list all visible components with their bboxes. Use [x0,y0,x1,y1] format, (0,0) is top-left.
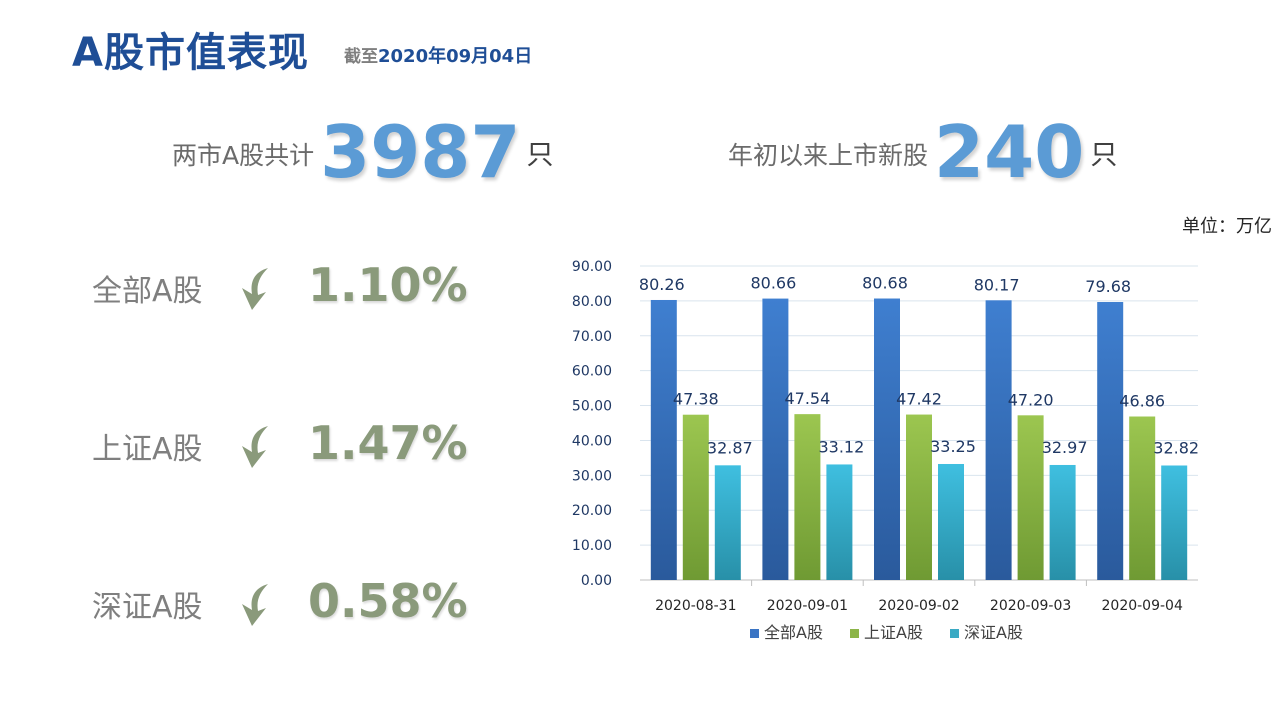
new-listings-unit: 只 [1090,140,1118,171]
data-label-sh: 46.86 [1119,392,1165,411]
data-label-sz: 33.12 [818,437,864,456]
y-tick-label: 70.00 [572,329,612,345]
change-name-all: 全部A股 [92,274,203,309]
bar-sz-2020-08-31 [714,465,741,580]
bar-sz-2020-09-02 [938,463,964,580]
data-label-sz: 32.87 [707,438,753,457]
as-of-prefix: 截至 [344,47,378,67]
y-tick-label: 30.00 [572,468,612,484]
change-name-sh: 上证A股 [92,432,203,467]
y-tick-label: 90.00 [572,259,612,275]
x-tick-label: 2020-09-03 [990,598,1071,614]
bar-sh-2020-08-31 [682,414,709,580]
change-name-sz: 深证A股 [92,590,203,625]
data-label-sz: 32.82 [1153,438,1199,457]
change-pct-sz: 0.58% [308,574,468,628]
data-label-all: 80.17 [974,275,1020,294]
bar-sh-2020-09-03 [1017,415,1044,580]
legend-label-sh: 上证A股 [864,623,923,642]
legend: 全部A股 上证A股 深证A股 [750,623,1023,642]
data-label-sh: 47.38 [673,390,719,409]
new-listings-stat: 年初以来上市新股 240 只 [728,108,1117,188]
down-arrow-icon [242,268,268,310]
bar-all-2020-09-01 [762,298,789,580]
y-tick-label: 50.00 [572,399,612,415]
bar-all-2020-09-03 [985,300,1012,580]
bar-sh-2020-09-04 [1129,416,1156,580]
bar-sh-2020-09-02 [906,414,932,580]
data-label-all: 80.66 [750,274,796,293]
legend-label-all: 全部A股 [764,623,823,642]
legend-swatch-all [750,629,759,638]
bar-all-2020-09-04 [1097,302,1124,580]
y-tick-label: 40.00 [572,433,612,449]
data-label-sh: 47.42 [896,390,942,409]
new-listings-label: 年初以来上市新股 [728,141,929,170]
legend-swatch-sh [850,629,859,638]
total-stocks-stat: 两市A股共计 3987 只 [172,108,554,188]
data-label-sz: 32.97 [1042,438,1088,457]
data-label-all: 80.68 [862,274,908,293]
data-label-all: 79.68 [1085,277,1131,296]
new-listings-value: 240 [934,110,1085,194]
data-label-all: 80.26 [639,275,685,294]
as-of-date: 截至2020年09月04日 [344,42,532,68]
total-stocks-value: 3987 [320,110,521,194]
bar-sh-2020-09-01 [794,414,821,580]
market-cap-bar-chart: 0.00 10.00 20.00 30.00 40.00 50.00 60.00 70.00 8… [560,250,1220,670]
change-row-sh: 上证A股 1.47% [92,416,512,476]
total-stocks-unit: 只 [526,140,554,171]
legend-label-sz: 深证A股 [964,623,1023,642]
y-axis: 0.00 10.00 20.00 30.00 40.00 50.00 60.00 70.00 8… [572,259,612,589]
bars [650,298,1188,580]
bar-sz-2020-09-03 [1049,464,1076,580]
chart-svg: 0.00 10.00 20.00 30.00 40.00 50.00 60.00 70.00 8… [572,259,1199,642]
change-pct-all: 1.10% [308,258,468,312]
legend-swatch-sz [950,629,959,638]
down-arrow-icon [242,426,268,468]
bar-all-2020-09-02 [874,298,900,580]
bar-all-2020-08-31 [650,299,677,580]
down-arrow-icon [242,584,268,626]
data-label-sh: 47.54 [784,389,830,408]
bar-sz-2020-09-04 [1161,465,1188,580]
x-tick-label: 2020-09-02 [878,598,959,614]
change-row-sz: 深证A股 0.58% [92,574,512,634]
change-row-all: 全部A股 1.10% [92,258,512,318]
change-pct-sh: 1.47% [308,416,468,470]
x-tick-label: 2020-09-01 [767,598,848,614]
data-labels: 80.26 47.38 32.87 80.66 47.54 33.12 80.68 47.42… [639,274,1199,458]
bar-sz-2020-09-01 [826,464,853,580]
y-tick-label: 20.00 [572,503,612,519]
y-tick-label: 60.00 [572,364,612,380]
chart-unit-label: 单位：万亿 [1182,216,1272,237]
y-tick-label: 0.00 [581,573,612,589]
as-of-date-value: 2020年09月04日 [378,46,533,67]
data-label-sz: 33.25 [930,437,976,456]
page-title: A股市值表现 [72,30,309,76]
y-tick-label: 80.00 [572,294,612,310]
y-tick-label: 10.00 [572,538,612,554]
data-label-sh: 47.20 [1008,390,1054,409]
x-tick-label: 2020-09-04 [1102,598,1183,614]
x-axis: 2020-08-31 2020-09-01 2020-09-02 2020-09-03… [655,580,1183,614]
x-tick-label: 2020-08-31 [655,598,736,614]
total-stocks-label: 两市A股共计 [172,141,315,170]
